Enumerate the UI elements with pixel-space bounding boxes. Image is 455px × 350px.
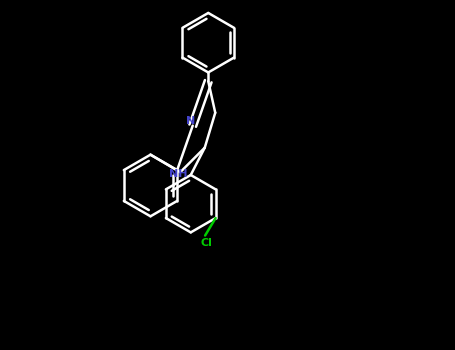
Text: N: N <box>187 117 196 126</box>
Text: Cl: Cl <box>201 238 213 247</box>
Text: NH: NH <box>169 169 188 179</box>
